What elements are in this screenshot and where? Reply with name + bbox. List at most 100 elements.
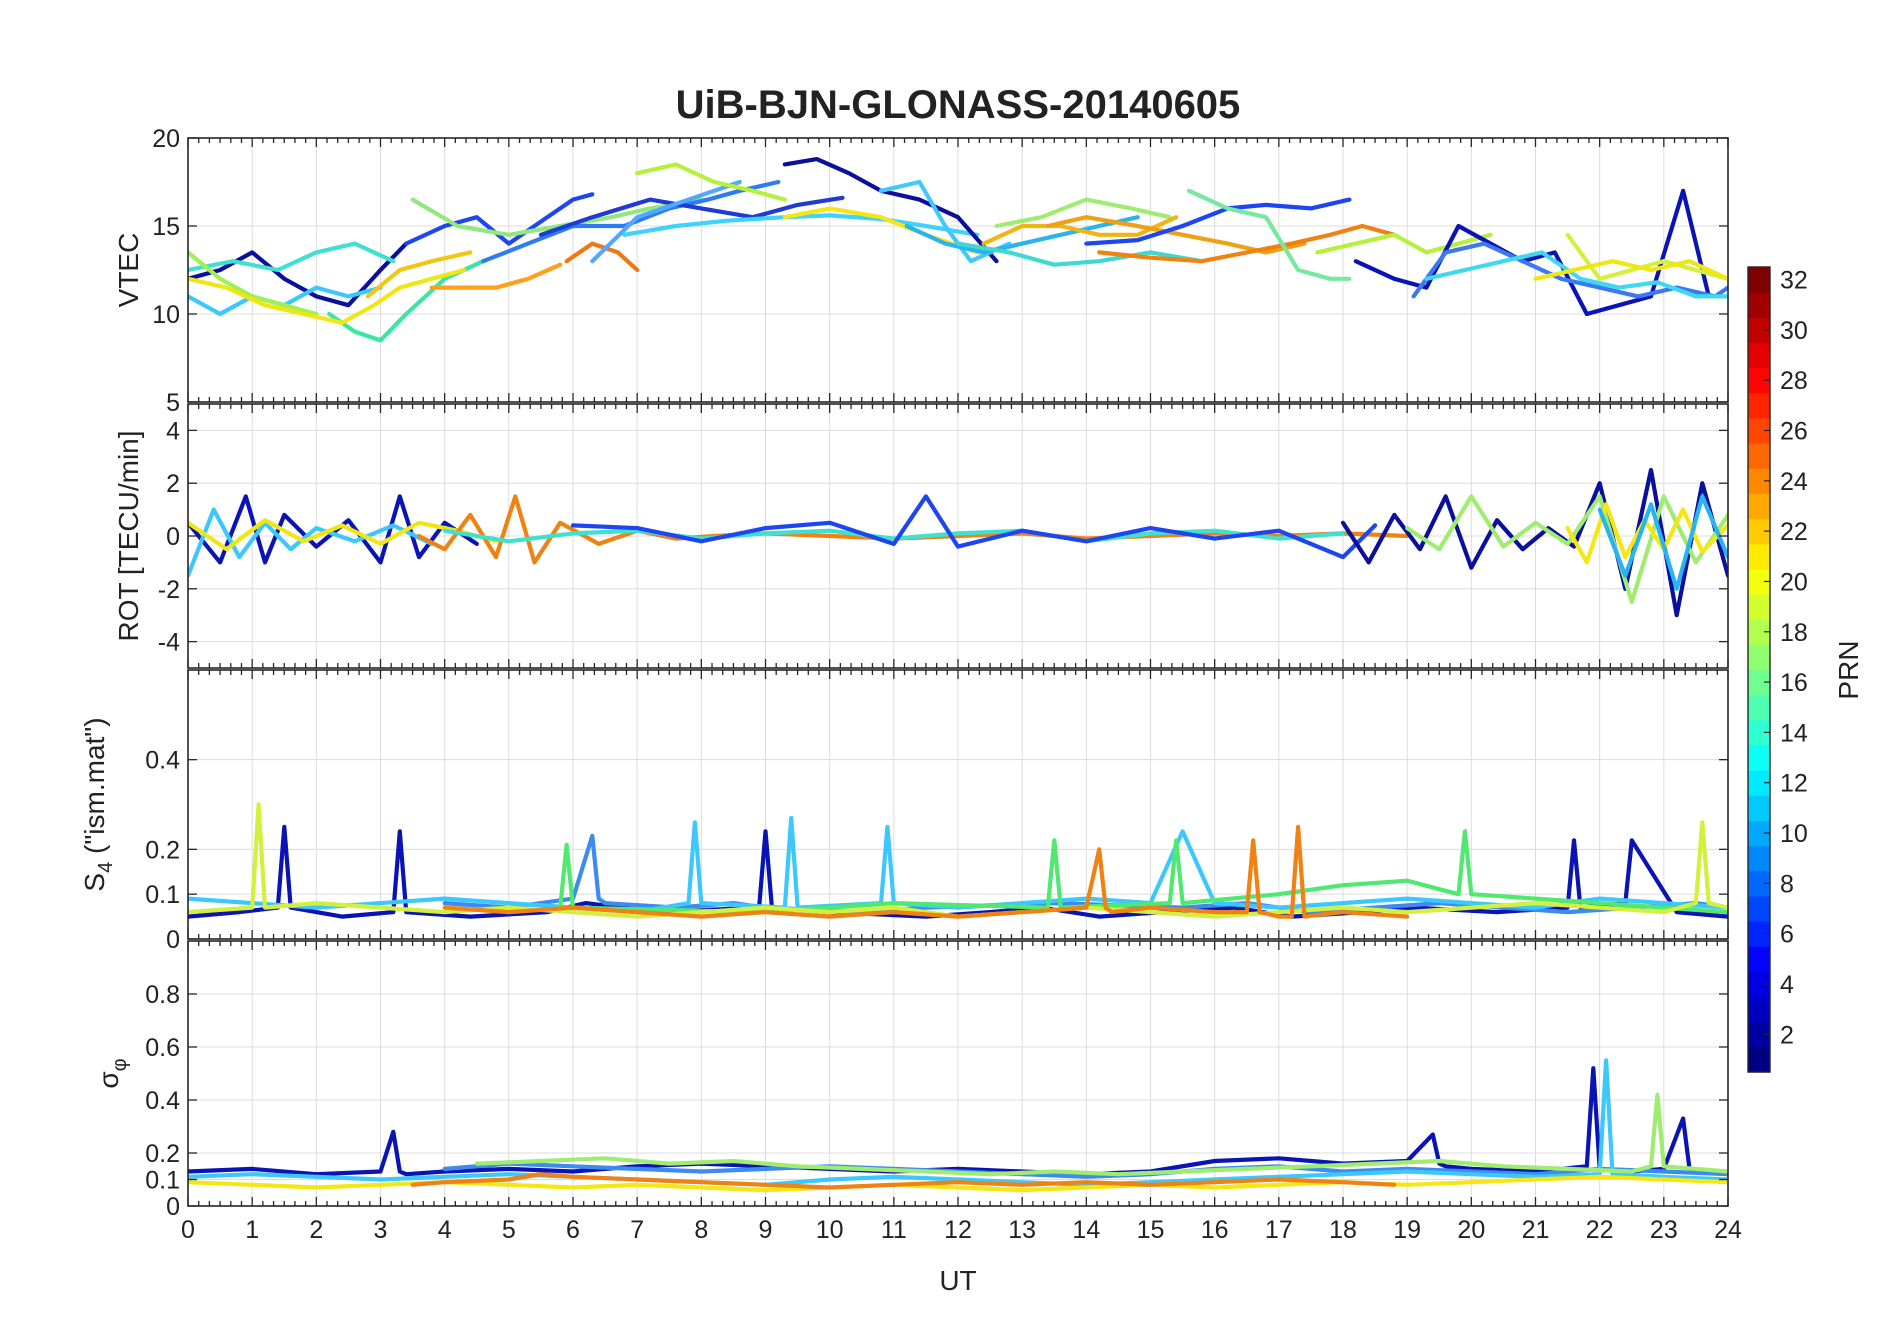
x-tick-label: 22 <box>1586 1216 1614 1244</box>
series-line <box>1597 494 1728 591</box>
series-line <box>1097 223 1397 264</box>
colorbar-label: PRN <box>1833 640 1864 699</box>
y-tick-label: 4 <box>166 417 180 445</box>
colorbar-tick-label: 30 <box>1780 317 1808 345</box>
y-tick-label: 2 <box>166 470 180 498</box>
y-axis-label: VTEC <box>113 233 144 308</box>
series-line <box>1565 232 1728 281</box>
series-line <box>442 824 1410 919</box>
series-line <box>538 195 845 237</box>
series-line <box>904 215 1140 255</box>
series-line <box>365 250 473 299</box>
y-axis-label: σφ <box>93 1058 131 1088</box>
series-line <box>1411 241 1728 299</box>
colorbar-segment <box>1748 1046 1770 1073</box>
colorbar-segment <box>1748 594 1770 620</box>
series-line <box>878 179 1012 264</box>
tick-marks <box>187 404 1729 668</box>
y-tick-label: 0.4 <box>145 747 180 775</box>
colorbar-segment <box>1748 267 1770 293</box>
colorbar-segment <box>1748 417 1770 444</box>
x-tick-label: 19 <box>1393 1216 1421 1244</box>
y-tick-label: 15 <box>152 213 180 241</box>
colorbar-segment <box>1748 568 1770 595</box>
colorbar-tick-label: 8 <box>1780 870 1794 898</box>
colorbar-segment <box>1748 870 1770 897</box>
y-tick-label: 0 <box>166 523 180 551</box>
colorbar-segment <box>1748 895 1770 922</box>
tick-marks <box>187 670 1729 939</box>
y-tick-label: 10 <box>152 301 180 329</box>
x-tick-label: 12 <box>944 1216 972 1244</box>
y-tick-label: 0 <box>166 926 180 954</box>
colorbar-segment <box>1748 317 1770 344</box>
colorbar-frame <box>1747 266 1771 1073</box>
series-line <box>955 241 1204 267</box>
colorbar-tick-label: 6 <box>1780 921 1794 949</box>
colorbar-segment <box>1748 820 1770 847</box>
colorbar-segment <box>1748 292 1770 318</box>
series-line <box>981 215 1179 246</box>
x-tick-label: 2 <box>309 1216 323 1244</box>
colorbar-tick-label: 28 <box>1780 367 1808 395</box>
colorbar-tick-label: 26 <box>1780 418 1808 446</box>
series-line <box>474 1092 1728 1177</box>
x-tick-label: 13 <box>1008 1216 1036 1244</box>
colorbar-segment <box>1748 770 1770 796</box>
series-line <box>429 262 563 290</box>
series-line <box>622 213 980 237</box>
series-line <box>481 179 781 264</box>
series-line <box>564 241 640 273</box>
series-line <box>188 267 466 325</box>
y-tick-label: 0.2 <box>145 1140 180 1168</box>
x-tick-label: 0 <box>181 1216 195 1244</box>
series-line <box>416 494 1410 565</box>
tick-marks <box>187 941 1729 1206</box>
panel-s4: 0 0.1 0.2 0.4 S4 ("ism.mat") <box>79 669 1729 954</box>
series-line <box>188 1058 1728 1187</box>
x-tick-label: 10 <box>816 1216 844 1244</box>
series-line <box>558 829 1728 915</box>
series-group <box>188 467 1728 618</box>
colorbar-tick-label: 10 <box>1780 820 1808 848</box>
colorbar-segment <box>1748 921 1770 947</box>
colorbar-segment <box>1748 946 1770 972</box>
series-line <box>442 528 1346 544</box>
colorbar-tick-label: 2 <box>1780 1021 1794 1049</box>
series-line <box>1533 259 1728 281</box>
tick-marks <box>187 138 1729 402</box>
series-group <box>188 157 1728 343</box>
colorbar-segment <box>1748 1021 1770 1048</box>
series-line <box>188 815 1728 915</box>
series-line <box>1405 494 1728 605</box>
y-axis-label: ROT [TECU/min] <box>113 430 144 641</box>
panel-grid <box>188 137 1728 402</box>
panel-sigma: 00.10.2 0.4 0.6 0.8 σφ <box>93 940 1729 1221</box>
y-tick-label: 20 <box>152 125 180 153</box>
x-tick-label: 5 <box>502 1216 516 1244</box>
x-tick-label: 9 <box>759 1216 773 1244</box>
y-tick-label: 0.4 <box>145 1087 180 1115</box>
series-line <box>188 250 319 317</box>
colorbar-tick-label: 22 <box>1780 518 1808 546</box>
series-line <box>188 518 499 552</box>
y-axis-label: S4 ("ism.mat") <box>79 717 117 891</box>
y-tick-label: 0.1 <box>145 881 180 909</box>
y-tick-label: -2 <box>158 576 180 604</box>
y-tick-label: 0.2 <box>145 836 180 864</box>
x-tick-label: 15 <box>1137 1216 1165 1244</box>
panel-vtec: 5 10 15 20 VTEC <box>113 125 1729 417</box>
x-tick-label: 21 <box>1522 1216 1550 1244</box>
series-line <box>1186 188 1352 281</box>
x-tick-label: 16 <box>1201 1216 1229 1244</box>
colorbar-segment <box>1748 644 1770 671</box>
colorbar-tick-label: 12 <box>1780 770 1808 798</box>
x-tick-label: 8 <box>694 1216 708 1244</box>
x-tick-label: 24 <box>1714 1216 1742 1244</box>
x-tick-label: 20 <box>1457 1216 1485 1244</box>
y-tick-label: 5 <box>166 389 180 417</box>
series-line <box>188 241 409 308</box>
colorbar-segment <box>1748 619 1770 645</box>
